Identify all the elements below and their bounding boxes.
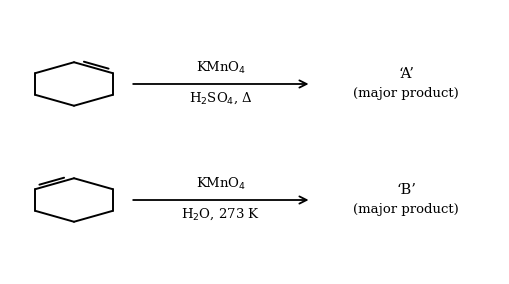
Text: H$_2$O, 273 K: H$_2$O, 273 K	[181, 206, 260, 222]
Text: H$_2$SO$_4$, Δ: H$_2$SO$_4$, Δ	[189, 90, 252, 106]
Text: KMnO$_4$: KMnO$_4$	[195, 176, 245, 192]
Text: ‘A’: ‘A’	[398, 66, 413, 80]
Text: (major product): (major product)	[353, 87, 458, 101]
Text: (major product): (major product)	[353, 204, 458, 216]
Text: KMnO$_4$: KMnO$_4$	[195, 60, 245, 76]
Text: ‘B’: ‘B’	[395, 183, 415, 197]
